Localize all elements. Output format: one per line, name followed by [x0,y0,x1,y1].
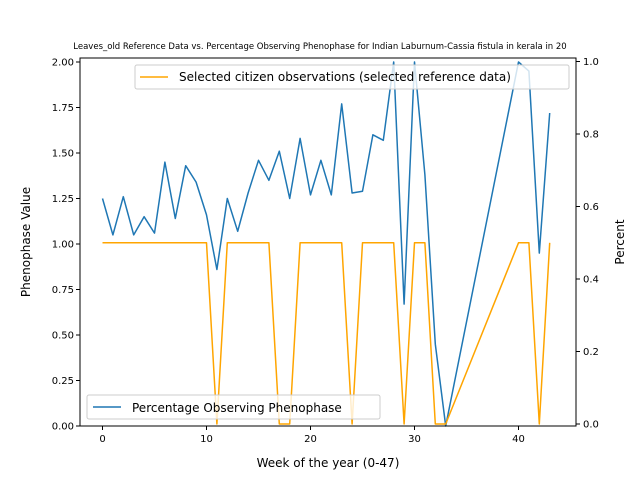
series-line-selected-reference [102,242,551,425]
left-y-axis: 0.00 0.25 0.50 0.75 1.00 1.25 1.50 1.75 2.00 [52,58,80,433]
left-y-tick-label: 0.25 [52,376,74,387]
left-y-tick-label: 1.25 [52,194,74,205]
right-y-axis-label: Percent [613,219,627,264]
right-y-tick-label: 0.4 [583,275,599,286]
legend-lower-left: Percentage Observing Phenophase [86,394,381,420]
legend-label-selected-reference: Selected citizen observations (selected … [179,70,511,84]
x-tick-label: 30 [408,434,421,445]
left-y-tick-label: 1.75 [52,103,74,114]
left-y-tick-label: 0.75 [52,285,74,296]
x-tick-label: 0 [99,434,105,445]
left-y-tick-label: 0.00 [52,422,74,433]
series-layer [101,61,551,427]
legend-box [86,394,381,420]
x-tick-label: 20 [304,434,317,445]
right-y-tick-label: 0.0 [583,420,599,431]
left-y-tick-label: 2.00 [52,58,74,69]
legend-label-percentage-observing: Percentage Observing Phenophase [132,401,342,415]
x-tick-label: 10 [200,434,213,445]
plot-frame [79,57,577,427]
x-axis-label: Week of the year (0-47) [257,456,400,470]
series-line-percentage-observing [101,61,551,427]
right-y-tick-label: 1.0 [583,57,599,68]
right-y-tick-label: 0.6 [583,202,599,213]
chart-title: Leaves_old Reference Data vs. Percentage… [73,42,566,52]
legend-upper-right: Selected citizen observations (selected … [134,64,570,90]
left-y-tick-label: 1.50 [52,149,74,160]
left-y-axis-label: Phenophase Value [19,187,33,297]
x-tick-label: 40 [512,434,525,445]
right-y-tick-label: 0.8 [583,130,599,141]
right-y-axis: 0.0 0.2 0.4 0.6 0.8 1.0 [576,57,599,431]
left-y-tick-label: 0.50 [52,331,74,342]
left-y-tick-label: 1.00 [52,240,74,251]
legend-box [134,64,570,90]
right-y-tick-label: 0.2 [583,347,599,358]
x-axis: 0 10 20 30 40 [99,426,525,445]
